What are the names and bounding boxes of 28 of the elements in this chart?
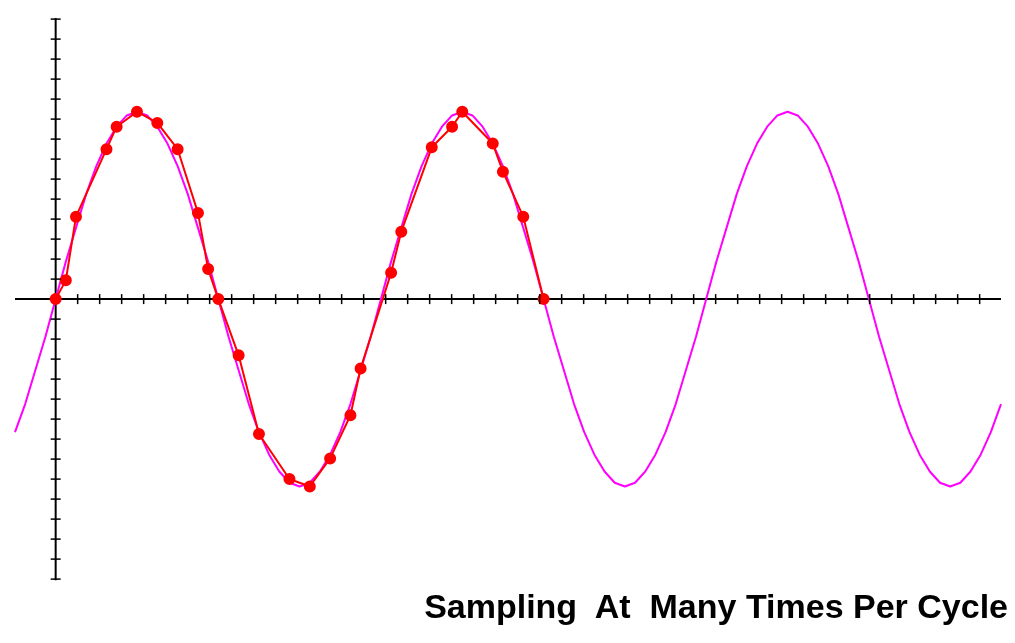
point bbox=[130, 105, 143, 118]
point bbox=[191, 206, 204, 219]
point bbox=[496, 165, 509, 178]
point bbox=[252, 428, 265, 441]
point bbox=[456, 105, 469, 118]
text: Sampling At Many Times Per Cycle bbox=[424, 586, 1008, 625]
point bbox=[354, 362, 367, 375]
point bbox=[385, 266, 398, 279]
point bbox=[171, 143, 184, 156]
point bbox=[232, 349, 245, 362]
point bbox=[303, 480, 316, 493]
point bbox=[344, 409, 357, 422]
point bbox=[69, 210, 82, 223]
point bbox=[49, 293, 62, 306]
point bbox=[202, 263, 215, 276]
point bbox=[100, 143, 113, 156]
point bbox=[395, 225, 408, 238]
point bbox=[212, 293, 225, 306]
point bbox=[59, 274, 72, 287]
point bbox=[110, 120, 123, 133]
point bbox=[446, 120, 459, 133]
point bbox=[324, 452, 337, 465]
point bbox=[425, 141, 438, 154]
point bbox=[537, 293, 550, 306]
point bbox=[151, 116, 164, 129]
point bbox=[517, 210, 530, 223]
point bbox=[283, 473, 296, 485]
point bbox=[486, 137, 499, 150]
